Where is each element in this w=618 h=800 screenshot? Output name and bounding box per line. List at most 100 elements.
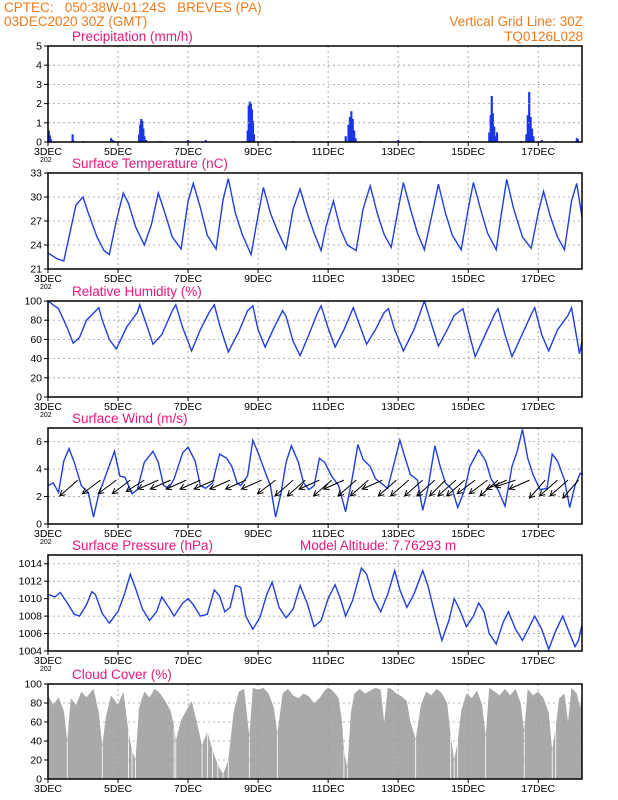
panel-title: Relative Humidity (%) bbox=[72, 284, 202, 299]
x-tick-label: 3DEC bbox=[34, 783, 62, 795]
wind-vector bbox=[337, 479, 357, 497]
plot-frame bbox=[47, 45, 583, 143]
precip-bar bbox=[493, 126, 496, 142]
x-tick-label: 13DEC bbox=[381, 783, 415, 795]
y-tick-label: 1 bbox=[36, 117, 42, 129]
wind-vector bbox=[241, 479, 262, 490]
wind-vector bbox=[529, 479, 546, 499]
wind-vector bbox=[179, 479, 201, 490]
wind-vector-head bbox=[538, 490, 546, 497]
precip-bar bbox=[142, 128, 145, 142]
y-tick-label: 0 bbox=[36, 392, 42, 404]
x-tick-label: 5DEC bbox=[104, 528, 132, 540]
y-tick-label: 20 bbox=[30, 372, 42, 384]
precip-bar bbox=[488, 132, 491, 142]
y-tick-label: 30 bbox=[30, 192, 42, 204]
wind-vector bbox=[509, 479, 530, 490]
wind-vector bbox=[165, 479, 187, 490]
vertical-grid-note: Vertical Grid Line: 30Z bbox=[449, 14, 583, 29]
x-tick-label: 9DEC bbox=[244, 146, 272, 158]
x-tick-label: 7DEC bbox=[174, 528, 202, 540]
wind-vector bbox=[446, 479, 466, 497]
pres-series-line bbox=[48, 566, 582, 651]
precip-bar bbox=[528, 92, 531, 142]
x-tick-label: 11DEC bbox=[312, 783, 345, 795]
x-tick-label: 15DEC bbox=[451, 146, 485, 158]
wind-vector bbox=[456, 479, 476, 495]
y-tick-label: 20 bbox=[30, 755, 42, 767]
panel-title: Precipitation (mm/h) bbox=[72, 29, 193, 44]
x-tick-label: 11DEC bbox=[312, 273, 345, 285]
model-code: TQ0126L028 bbox=[504, 29, 583, 44]
plot-frame bbox=[47, 683, 583, 780]
x-tick-label: 15DEC bbox=[451, 528, 485, 540]
wind-vector-head bbox=[389, 490, 397, 497]
temp-series-line bbox=[48, 178, 582, 262]
x-tick-label: 11DEC bbox=[312, 528, 345, 540]
wind-vector-head bbox=[403, 490, 411, 497]
precip-bar bbox=[491, 113, 494, 142]
wind-vector-head bbox=[312, 490, 320, 497]
x-tick-label: 15DEC bbox=[451, 655, 485, 667]
wind-vector-head bbox=[528, 492, 536, 499]
wind-vector bbox=[137, 479, 159, 490]
wind-vector bbox=[150, 479, 171, 490]
x-tick-label: 3DEC bbox=[34, 528, 62, 540]
wind-vector bbox=[549, 479, 569, 497]
y-tick-label: 1010 bbox=[19, 593, 43, 605]
panel-title: Surface Temperature (nC) bbox=[72, 156, 228, 171]
wind-vector bbox=[562, 479, 579, 499]
y-tick-label: 4 bbox=[36, 464, 42, 476]
x-tick-label: 11DEC bbox=[312, 401, 345, 413]
x-tick-label: 7DEC bbox=[174, 146, 202, 158]
precip-bar bbox=[72, 140, 75, 142]
precip-bar bbox=[71, 134, 74, 142]
precip-bar bbox=[143, 136, 146, 142]
wind-vector bbox=[495, 479, 516, 488]
precip-bar bbox=[350, 111, 353, 142]
x-tick-label: 5DEC bbox=[104, 146, 132, 158]
panel-title: Surface Wind (m/s) bbox=[72, 411, 188, 426]
x-tick-label: 17DEC bbox=[521, 528, 555, 540]
wind-vector bbox=[97, 479, 117, 495]
wind-vector-head bbox=[240, 484, 248, 491]
precip-bar bbox=[495, 132, 499, 142]
x-tick-label: 13DEC bbox=[381, 528, 415, 540]
x-tick-label: 13DEC bbox=[381, 146, 415, 158]
year-fragment: 202 bbox=[40, 666, 52, 673]
x-tick-label: 7DEC bbox=[174, 655, 202, 667]
wind-vector-head bbox=[149, 483, 157, 491]
wind-vector-head bbox=[111, 487, 119, 495]
x-tick-label: 9DEC bbox=[244, 401, 272, 413]
year-fragment: 202 bbox=[40, 284, 52, 291]
wind-vector-head bbox=[208, 483, 216, 491]
precip-bar bbox=[111, 140, 114, 142]
y-tick-label: 60 bbox=[30, 717, 42, 729]
wind-vector bbox=[257, 479, 276, 495]
precip-bar bbox=[494, 136, 497, 142]
precip-bar bbox=[353, 130, 356, 142]
wind-vector-head bbox=[549, 490, 557, 497]
x-tick-label: 9DEC bbox=[244, 783, 272, 795]
plot-frame bbox=[47, 427, 583, 525]
cloud-cover-area bbox=[48, 687, 582, 779]
precip-bar bbox=[351, 118, 354, 142]
wind-vector bbox=[59, 479, 79, 497]
wind-series-line bbox=[48, 429, 582, 518]
precip-bar bbox=[48, 135, 51, 142]
precip-bar bbox=[530, 128, 534, 142]
x-tick-label: 13DEC bbox=[381, 401, 415, 413]
year-fragment: 202 bbox=[40, 412, 52, 419]
y-tick-label: 100 bbox=[24, 296, 42, 308]
x-tick-label: 15DEC bbox=[451, 783, 485, 795]
x-tick-label: 9DEC bbox=[244, 528, 272, 540]
x-tick-label: 7DEC bbox=[174, 401, 202, 413]
precip-bar bbox=[145, 140, 148, 142]
x-tick-label: 3DEC bbox=[34, 273, 62, 285]
wind-vector-head bbox=[286, 490, 294, 497]
x-tick-label: 3DEC bbox=[34, 146, 62, 158]
wind-vector bbox=[350, 479, 369, 497]
x-tick-label: 17DEC bbox=[521, 273, 555, 285]
y-tick-label: 1008 bbox=[19, 611, 43, 623]
precip-bar bbox=[348, 117, 352, 142]
